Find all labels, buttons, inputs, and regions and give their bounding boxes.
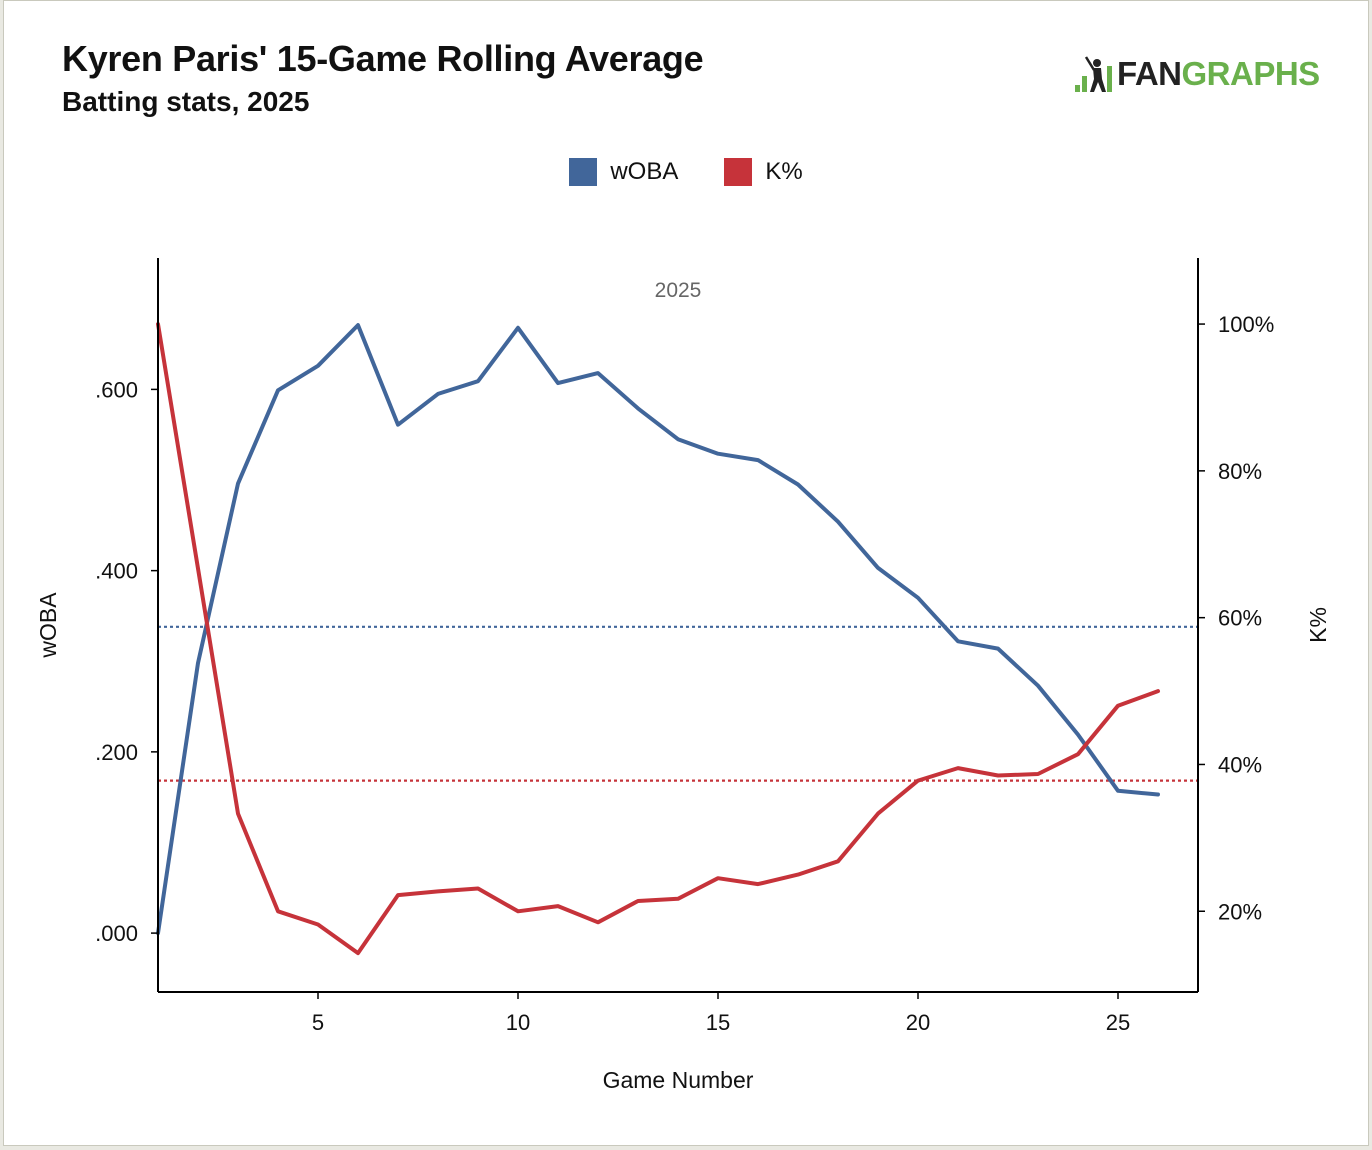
logo-text-graphs: GRAPHS	[1181, 55, 1321, 92]
x-tick-label: 15	[706, 1010, 730, 1035]
x-tick-label: 10	[506, 1010, 530, 1035]
y-left-axis-title: wOBA	[35, 592, 61, 659]
chart-title: Kyren Paris' 15-Game Rolling Average	[62, 38, 704, 79]
legend-swatch-woba	[569, 158, 598, 186]
y-right-tick-label: 100%	[1218, 312, 1274, 337]
y-right-tick-label: 40%	[1218, 752, 1262, 777]
x-tick-label: 20	[906, 1010, 930, 1035]
legend-swatch-k-pct	[724, 158, 753, 186]
fangraphs-logo: FAN GRAPHS	[1073, 54, 1320, 94]
y-left-tick-label: .600	[95, 377, 138, 402]
y-right-tick-label: 80%	[1218, 459, 1262, 484]
y-right-axis-title: K%	[1305, 607, 1331, 643]
legend-label-k-pct: K%	[765, 158, 803, 185]
logo-text-fan: FAN	[1117, 55, 1182, 92]
y-left-tick-label: .200	[95, 740, 138, 765]
x-axis-title: Game Number	[603, 1067, 754, 1093]
series-line-k-pct	[156, 322, 1160, 956]
chart-frame	[3, 0, 1369, 1146]
x-tick-label: 5	[312, 1010, 324, 1035]
legend-label-woba: wOBA	[610, 158, 679, 185]
batter-icon	[1075, 56, 1112, 92]
legend-item-k-pct: K%	[724, 158, 803, 186]
legend-item-woba: wOBA	[569, 158, 678, 186]
x-tick-label: 25	[1106, 1010, 1130, 1035]
y-left-tick-label: .000	[95, 921, 138, 946]
legend: wOBA K%	[0, 158, 1372, 186]
y-right-tick-label: 20%	[1218, 899, 1262, 924]
y-right-tick-label: 60%	[1218, 606, 1262, 631]
series-line-woba	[156, 323, 1160, 936]
panel-label: 2025	[655, 279, 702, 302]
y-left-tick-label: .400	[95, 559, 138, 584]
chart-subtitle: Batting stats, 2025	[62, 86, 310, 117]
